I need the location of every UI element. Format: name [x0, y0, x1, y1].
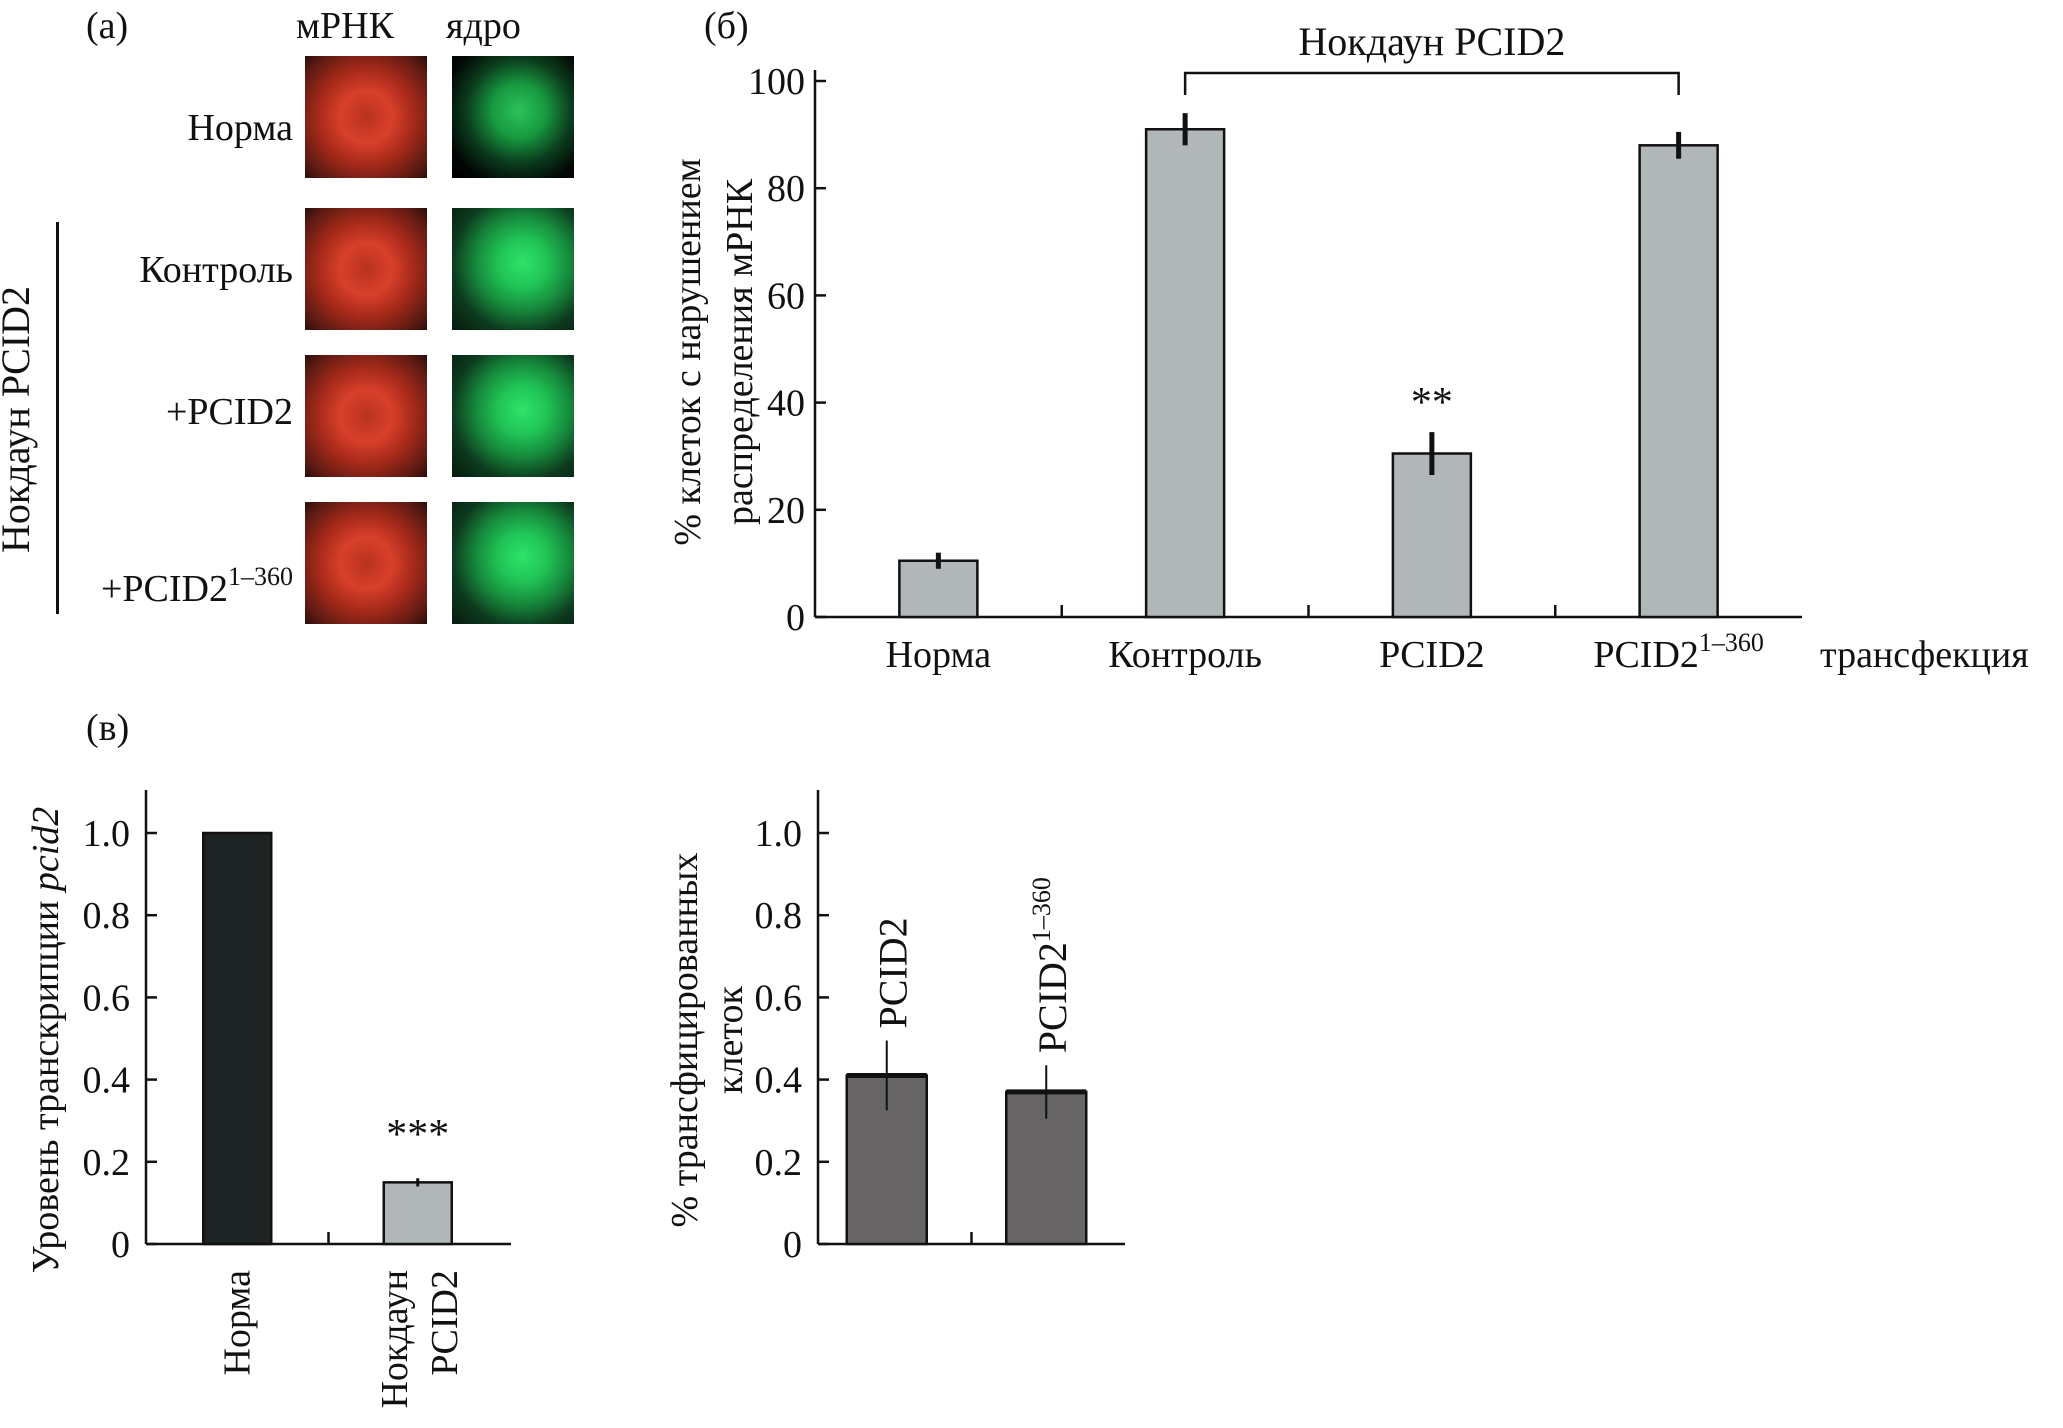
group-bracket-line	[56, 222, 59, 614]
micrograph-pcid2-trunc-nucleus	[452, 502, 574, 624]
v2-category-label: PCID2	[871, 917, 916, 1028]
v1-ytick-label: 0.8	[83, 895, 131, 937]
v1-category-label: Нокдаун	[374, 1270, 416, 1409]
row-label-pcid2-trunc-sup: 1–360	[228, 562, 293, 591]
v1-bar	[382, 1181, 453, 1246]
v2-ylabel-line2: клеток	[709, 986, 751, 1094]
v2-ytick-label: 0.8	[755, 895, 803, 937]
b-bracket	[1183, 71, 1680, 95]
b-ytick-label: 100	[748, 61, 805, 103]
micrograph-control-mrna	[305, 208, 427, 330]
b-bar	[1144, 127, 1226, 619]
col-header-nucleus: ядро	[446, 5, 521, 47]
micrograph-control-nucleus	[452, 208, 574, 330]
b-ytick-label: 80	[767, 168, 805, 210]
v2-category-superscript: 1–360	[1027, 877, 1056, 942]
v2-ytick-label: 0.2	[755, 1142, 803, 1184]
micrograph-pcid2-nucleus	[452, 355, 574, 477]
micrograph-pcid2-mrna	[305, 355, 427, 477]
b-bar	[1638, 144, 1719, 619]
v2-ytick-label: 1.0	[755, 813, 803, 855]
b-ytick-label: 40	[767, 383, 805, 425]
row-label-control: Контроль	[139, 249, 293, 291]
row-label-norm: Норма	[187, 107, 293, 149]
v1-ytick-label: 0.6	[83, 977, 131, 1019]
micrograph-norm-mrna	[305, 56, 427, 178]
v1-bar	[202, 831, 273, 1246]
v1-ytick-label: 0.2	[83, 1142, 131, 1184]
panel-v-tag: (в)	[86, 707, 130, 749]
row-label-pcid2-trunc: +PCID21–360	[101, 562, 293, 611]
b-ytick-label: 0	[786, 597, 805, 639]
micrograph-pcid2-trunc-mrna	[305, 502, 427, 624]
b-category-label: Контроль	[1108, 634, 1262, 676]
b-bar	[898, 559, 979, 619]
v2-ytick-label: 0.4	[755, 1060, 803, 1102]
b-ytick-label: 60	[767, 275, 805, 317]
micrograph-norm-nucleus	[452, 56, 574, 178]
v1-category-label: PCID2	[424, 1270, 466, 1376]
b-category-superscript: 1–360	[1699, 628, 1764, 657]
v1-ytick-label: 0	[111, 1224, 130, 1266]
v2-ylabel-line1: % трансфицированных	[664, 853, 706, 1228]
b-ytick-label: 20	[767, 490, 805, 532]
v2-ytick-label: 0	[783, 1224, 802, 1266]
row-label-pcid2: +PCID2	[165, 391, 293, 433]
v1-ytick-label: 1.0	[83, 813, 131, 855]
col-header-mrna: мРНК	[296, 5, 394, 47]
b-ylabel-line2: распределения мРНК	[719, 178, 761, 525]
v2-category-label: PCID21–360	[1027, 877, 1075, 1053]
v1-ytick-label: 0.4	[83, 1060, 131, 1102]
v2-ytick-label: 0.6	[755, 977, 803, 1019]
v1-ylabel: Уровень транскрипции pcid2	[25, 807, 67, 1274]
row-label-pcid2-trunc-text: +PCID2	[100, 568, 228, 610]
panel-b-tag: (б)	[704, 5, 749, 47]
b-significance: **	[1411, 380, 1453, 426]
v1-category-label: Норма	[216, 1270, 258, 1376]
panel-a-tag: (а)	[86, 5, 129, 47]
b-category-label: Норма	[886, 634, 992, 676]
b-category-label: PCID21–360	[1593, 628, 1764, 676]
b-xlabel: трансфекция	[1820, 634, 2029, 676]
b-category-label: PCID2	[1379, 634, 1485, 676]
v1-significance: ***	[386, 1112, 449, 1158]
b-bracket-label: Нокдаун PCID2	[1298, 19, 1565, 64]
v1-ylabel-italic: pcid2	[25, 807, 67, 894]
b-ylabel-line1: % клеток с нарушением	[667, 158, 709, 545]
b-bar	[1391, 452, 1473, 619]
